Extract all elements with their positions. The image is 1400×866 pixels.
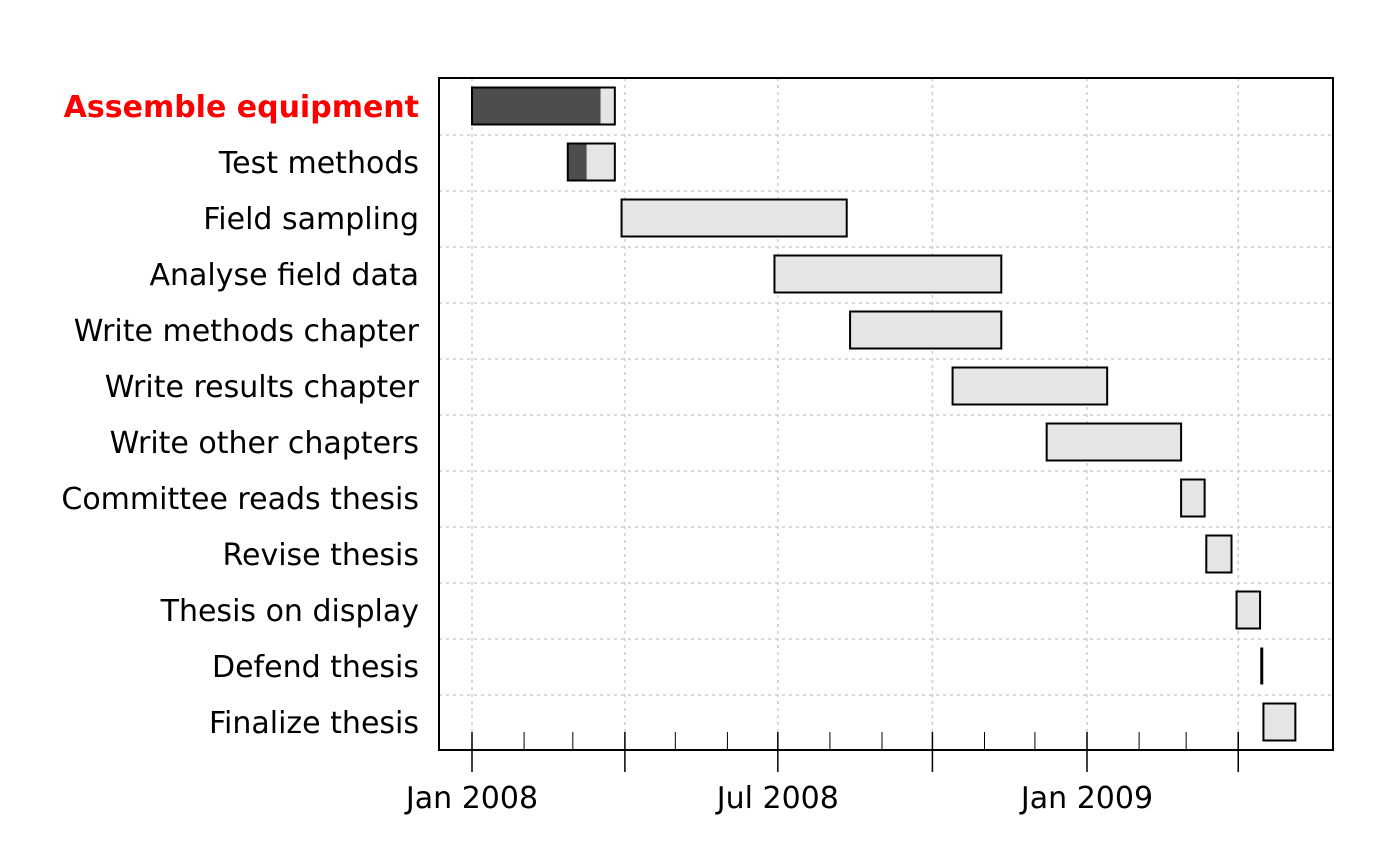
task-labels: Assemble equipment Test methods Field samp… — [61, 90, 419, 741]
task-bars — [471, 86, 1297, 742]
task-bar-remaining — [952, 367, 1108, 405]
task-label: Defend thesis — [212, 650, 419, 685]
task-label: Assemble equipment — [64, 90, 419, 125]
task-label: Write methods chapter — [74, 314, 420, 349]
task-bar-remaining — [1206, 535, 1232, 573]
task-label: Analyse field data — [150, 258, 419, 293]
task-bar-outline — [471, 86, 616, 126]
x-tick-label: Jan 2009 — [1019, 781, 1153, 816]
task-bar-outline — [1262, 702, 1297, 742]
task-bar-outline — [566, 142, 616, 182]
task-bar-remaining — [850, 311, 1002, 349]
task-bar-outline — [849, 310, 1003, 350]
task-bar-done — [567, 143, 587, 181]
x-tick-label: Jul 2008 — [715, 781, 839, 816]
task-bar-outline — [1045, 422, 1183, 462]
x-tick-label: Jan 2008 — [404, 781, 538, 816]
task-bar-remaining — [1236, 591, 1261, 629]
task-bar-outline — [620, 198, 848, 238]
plot-frame — [438, 77, 1334, 751]
task-bar-done — [472, 87, 601, 125]
x-axis: Jan 2008 Jul 2008 Jan 2009 — [404, 732, 1239, 816]
task-label: Committee reads thesis — [61, 482, 419, 517]
task-label: Write results chapter — [105, 370, 420, 405]
task-label: Field sampling — [203, 202, 419, 237]
task-bar-outline — [1235, 590, 1262, 630]
task-bar-outline — [1205, 534, 1233, 574]
task-label: Revise thesis — [223, 538, 420, 573]
task-label: Write other chapters — [110, 426, 419, 461]
task-bar-remaining — [621, 199, 847, 237]
task-bar-remaining — [1046, 423, 1182, 461]
task-bar-remaining — [774, 255, 1002, 293]
task-label: Test methods — [218, 146, 419, 181]
task-bar-remaining — [1181, 479, 1205, 517]
task-bar-outline — [1180, 478, 1206, 518]
task-bar-outline — [951, 366, 1109, 406]
task-label: Finalize thesis — [209, 706, 419, 741]
task-bar-remaining — [1263, 703, 1296, 741]
task-bar-outline — [773, 254, 1003, 294]
grid-lines — [439, 78, 1333, 750]
task-label: Thesis on display — [160, 594, 419, 629]
